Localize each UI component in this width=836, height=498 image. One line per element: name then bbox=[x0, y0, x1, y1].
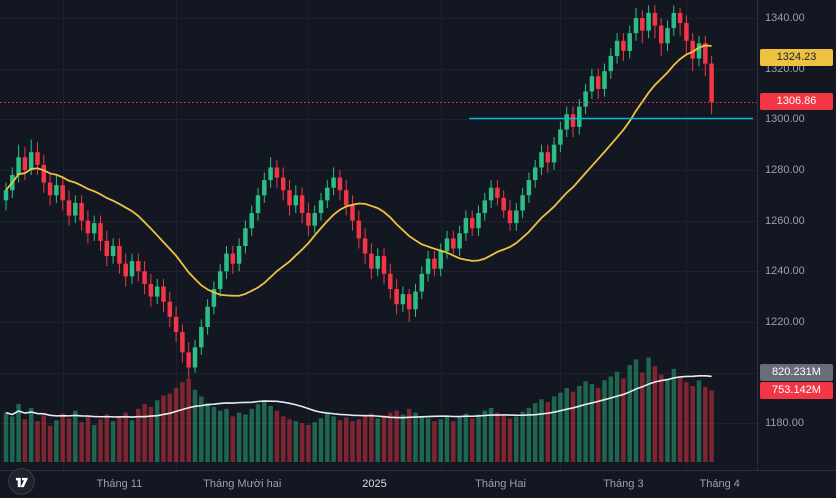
time-axis-label: Tháng 11 bbox=[96, 478, 143, 490]
price-axis-label: 1180.00 bbox=[765, 417, 804, 430]
price-axis-label: 1240.00 bbox=[765, 265, 805, 278]
time-axis-label: Tháng 4 bbox=[699, 478, 740, 490]
price-axis[interactable]: 1324.23 1306.86 820.231M 753.142M 1340.0… bbox=[757, 0, 836, 470]
time-axis-label: Tháng Mười hai bbox=[203, 478, 282, 490]
tradingview-logo-icon bbox=[8, 468, 35, 495]
last-price-badge: 1306.86 bbox=[760, 93, 833, 111]
price-axis-label: 1340.00 bbox=[765, 11, 805, 24]
candlestick-chart-canvas[interactable] bbox=[0, 0, 757, 470]
price-axis-label: 1280.00 bbox=[765, 163, 805, 176]
time-axis[interactable]: Tháng 11 Tháng Mười hai 2025 Tháng Hai Tháng… bbox=[0, 470, 836, 498]
price-ma-badge: 1324.23 bbox=[760, 49, 833, 67]
time-axis-label: Tháng 3 bbox=[603, 478, 644, 490]
last-volume-badge: 753.142M bbox=[760, 381, 833, 399]
volume-ma-badge: 820.231M bbox=[760, 363, 833, 381]
price-axis-label: 1220.00 bbox=[765, 315, 805, 328]
chart-area bbox=[0, 0, 757, 470]
price-axis-label: 1300.00 bbox=[765, 113, 805, 126]
tradingview-logo[interactable] bbox=[8, 468, 35, 495]
time-axis-label: 2025 bbox=[362, 478, 387, 490]
price-axis-label: 1260.00 bbox=[765, 214, 805, 227]
time-axis-label: Tháng Hai bbox=[475, 478, 526, 490]
